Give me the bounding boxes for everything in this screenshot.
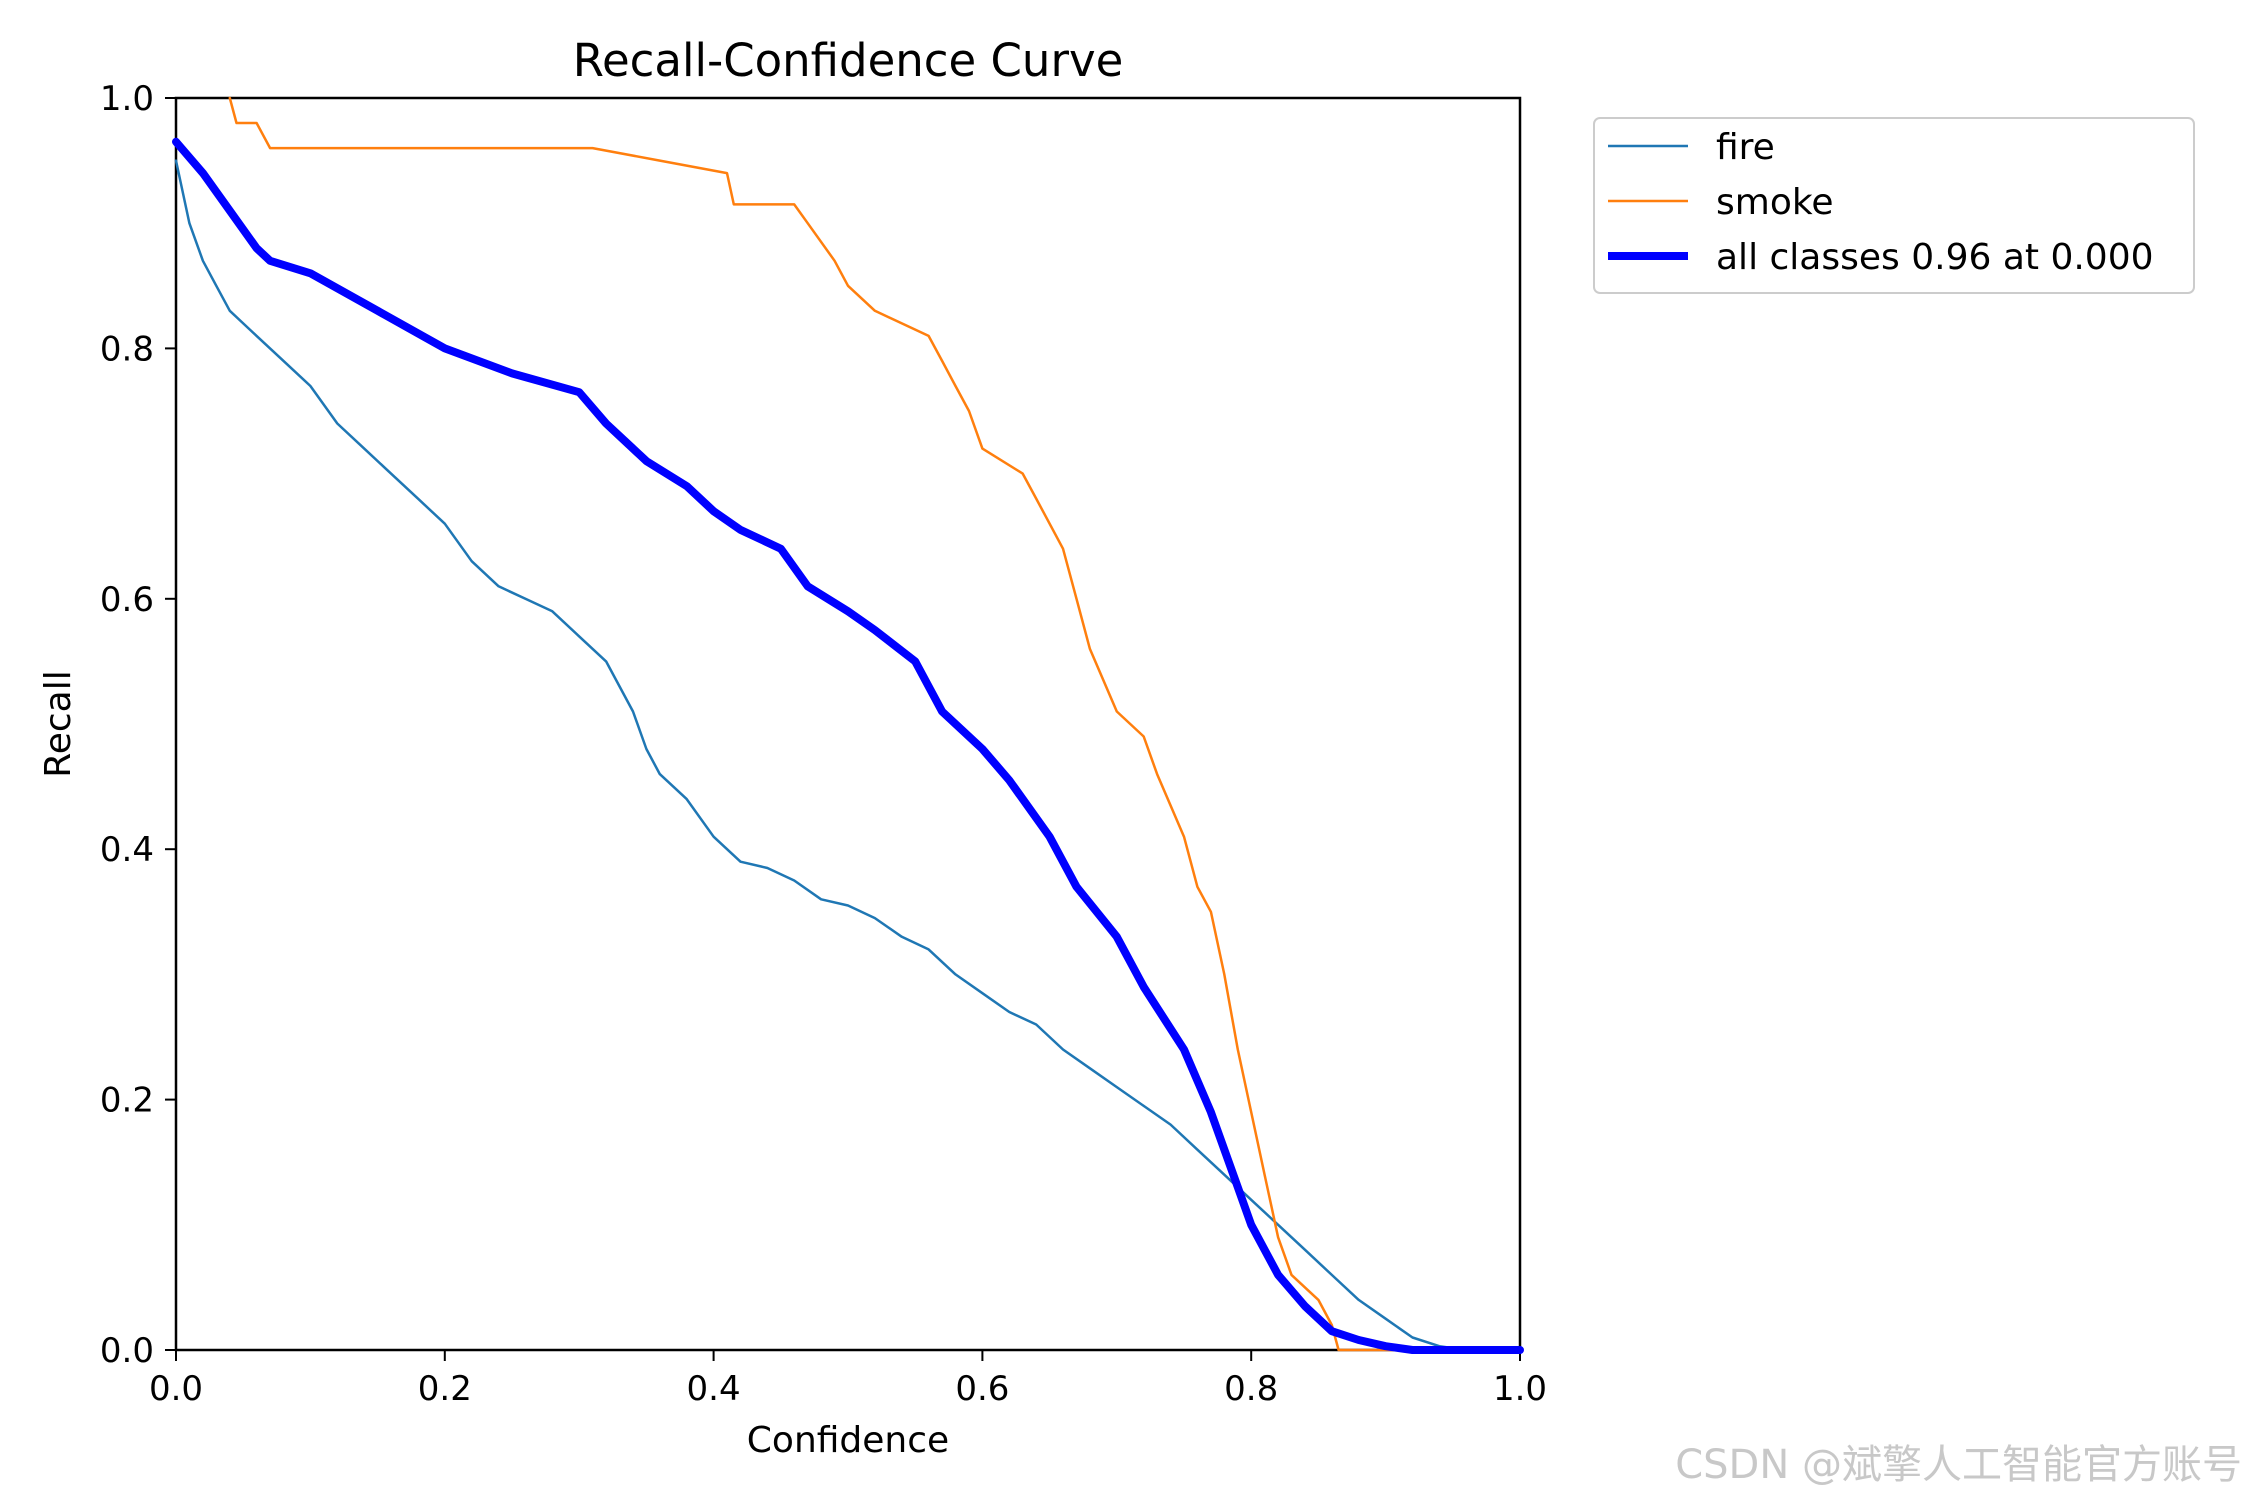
y-tick-label: 1.0 bbox=[100, 79, 154, 119]
legend: fire smoke all classes 0.96 at 0.000 bbox=[1593, 117, 2195, 294]
series-lines bbox=[172, 96, 1524, 1354]
x-axis-label: Confidence bbox=[747, 1420, 949, 1461]
x-tick-label: 0.0 bbox=[149, 1369, 203, 1409]
plot-frame bbox=[174, 96, 1522, 1352]
series-line-fire bbox=[174, 159, 1522, 1352]
watermark: CSDN @斌擎人工智能官方账号 bbox=[1675, 1442, 2242, 1488]
x-tick-label: 0.8 bbox=[1224, 1369, 1278, 1409]
x-axis-ticks: 0.0 0.2 0.4 0.6 0.8 1.0 bbox=[149, 1350, 1547, 1409]
series-line-smoke bbox=[228, 96, 1522, 1352]
x-tick-label: 1.0 bbox=[1493, 1369, 1547, 1409]
legend-label-all-classes: all classes 0.96 at 0.000 bbox=[1716, 237, 2154, 278]
y-tick-label: 0.4 bbox=[100, 830, 154, 870]
x-tick-label: 0.6 bbox=[955, 1369, 1009, 1409]
series-line-all-classes bbox=[172, 137, 1524, 1354]
y-tick-label: 0.2 bbox=[100, 1081, 154, 1121]
y-tick-label: 0.0 bbox=[100, 1331, 154, 1371]
legend-box bbox=[1593, 117, 2195, 294]
y-axis-ticks: 0.0 0.2 0.4 0.6 0.8 1.0 bbox=[100, 79, 176, 1371]
y-tick-label: 0.8 bbox=[100, 329, 154, 369]
y-tick-label: 0.6 bbox=[100, 580, 154, 620]
legend-label-fire: fire bbox=[1716, 127, 1775, 168]
plot-area: 0.0 0.2 0.4 0.6 0.8 1.0 0.0 0.2 0.4 0.6 0.8 1.0 bbox=[100, 79, 1547, 1409]
x-tick-label: 0.4 bbox=[687, 1369, 741, 1409]
y-axis-label: Recall bbox=[38, 670, 79, 777]
x-tick-label: 0.2 bbox=[418, 1369, 472, 1409]
chart-title: Recall-Confidence Curve bbox=[573, 34, 1124, 87]
legend-label-smoke: smoke bbox=[1716, 182, 1834, 223]
